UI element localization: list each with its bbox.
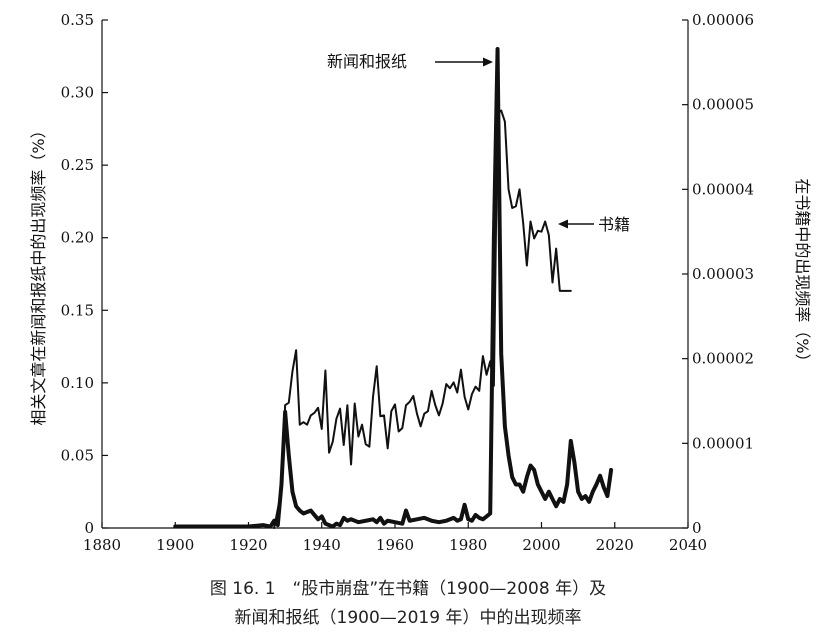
right-y-tick-label: 0.00005 [692, 96, 754, 114]
left-y-tick-label: 0.15 [61, 301, 94, 319]
x-tick-label: 1880 [83, 536, 121, 554]
left-y-tick-label: 0.20 [61, 229, 94, 247]
left-y-tick-label: 0.25 [61, 156, 94, 174]
left-y-tick-label: 0.05 [61, 446, 94, 464]
caption-line-2: 新闻和报纸（1900—2019 年）中的出现频率 [234, 608, 582, 628]
x-tick-label: 2040 [669, 536, 707, 554]
x-tick-label: 1900 [156, 536, 194, 554]
chart: 1880 1900 1920 1940 1960 1980 2000 2020 2040 0 0.… [29, 11, 812, 554]
right-y-tick-label: 0.00003 [692, 265, 754, 283]
annotation-books-label: 书籍 [598, 215, 630, 234]
annotation-news: 新闻和报纸 [327, 52, 493, 71]
x-tick-label: 1980 [449, 536, 487, 554]
right-y-tick-label: 0.00006 [692, 11, 754, 29]
left-y-tick-label: 0.35 [61, 11, 94, 29]
x-tick-label: 1960 [376, 536, 414, 554]
x-tick-label: 1940 [303, 536, 341, 554]
left-y-tick-label: 0 [84, 519, 94, 537]
x-tick-label: 2020 [596, 536, 634, 554]
right-y-tick-label: 0.00002 [692, 350, 754, 368]
right-y-tick-label: 0.00004 [692, 180, 754, 198]
x-tick-label: 1920 [229, 536, 267, 554]
annotation-news-arrow-head [483, 57, 493, 67]
right-y-tick-label: 0 [692, 519, 702, 537]
series-line-news [173, 47, 614, 529]
left-y-axis-ticks: 0 0.05 0.10 0.15 0.20 0.25 0.30 0.35 [61, 11, 108, 537]
left-y-tick-label: 0.10 [61, 374, 94, 392]
figure-caption: 图 16. 1 “股市崩盘”在书籍（1900—2008 年）及 新闻和报纸（19… [0, 575, 816, 633]
right-y-axis-ticks: 0 0.00001 0.00002 0.00003 0.00004 0.00005 0.00… [682, 11, 754, 537]
right-y-axis-title: 在书籍中的出现频率（%） [793, 178, 812, 369]
x-tick-label: 2000 [522, 536, 560, 554]
series-line-books [273, 109, 572, 529]
annotation-books: 书籍 [558, 215, 630, 234]
axes [101, 20, 689, 529]
left-y-tick-label: 0.30 [61, 84, 94, 102]
left-y-axis-title: 相关文章在新闻和报纸中的出现频率（%） [29, 122, 48, 425]
x-axis-ticks: 1880 1900 1920 1940 1960 1980 2000 2020 2040 [83, 522, 707, 554]
caption-line-1: 图 16. 1 “股市崩盘”在书籍（1900—2008 年）及 [209, 579, 607, 599]
annotation-news-label: 新闻和报纸 [327, 52, 407, 71]
right-y-tick-label: 0.00001 [692, 434, 754, 452]
annotation-books-arrow-head [558, 219, 568, 229]
plot-area [173, 47, 614, 529]
